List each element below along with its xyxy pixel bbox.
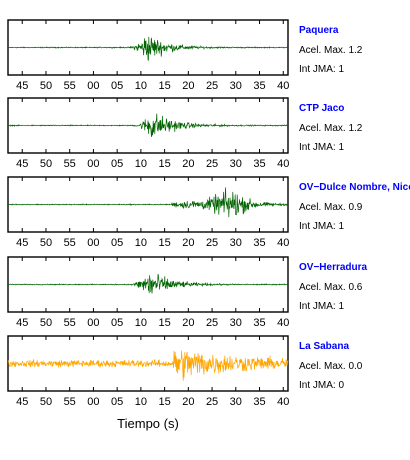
x-tick-label: 10 [135,396,147,408]
x-tick-label: 15 [158,317,170,329]
x-tick-label: 15 [158,396,170,408]
x-tick-label: 10 [135,80,147,92]
station-name: Paquera [299,25,339,36]
x-tick-label: 55 [64,158,76,170]
x-tick-label: 05 [111,237,123,249]
waveform-line-4 [7,350,289,381]
waveform-line-2 [7,187,289,218]
station-name: CTP Jaco [299,103,344,114]
x-tick-label: 50 [40,158,52,170]
x-tick-label: 25 [206,80,218,92]
station-name: La Sabana [299,341,349,352]
x-tick-label: 30 [230,237,242,249]
x-tick-label: 15 [158,158,170,170]
station-name: OV−Dulce Nombre, Nicoya [299,182,410,193]
panel-frame-0 [7,19,289,76]
jma-intensity-label: Int JMA: 1 [299,142,344,153]
x-tick-label: 25 [206,317,218,329]
x-tick-label: 45 [16,396,28,408]
x-tick-label: 35 [253,317,265,329]
x-tick-label: 45 [16,237,28,249]
x-tick-label: 25 [206,396,218,408]
x-tick-label: 10 [135,237,147,249]
x-tick-label: 45 [16,317,28,329]
x-tick-label: 00 [87,237,99,249]
x-axis-title: Tiempo (s) [117,416,179,431]
x-tick-label: 35 [253,237,265,249]
x-tick-label: 35 [253,80,265,92]
x-tick-label: 55 [64,396,76,408]
x-tick-label: 30 [230,396,242,408]
station-name: OV−Herradura [299,262,368,273]
panel-frame-4 [7,335,289,392]
panel-frame-1 [7,97,289,154]
x-tick-label: 20 [182,317,194,329]
x-tick-label: 50 [40,396,52,408]
x-tick-label: 20 [182,158,194,170]
x-tick-label: 40 [277,158,289,170]
x-tick-label: 50 [40,237,52,249]
waveform-line-1 [7,113,289,137]
max-accel-label: Acel. Max. 1.2 [299,123,363,134]
x-tick-label: 15 [158,80,170,92]
x-tick-label: 25 [206,158,218,170]
x-tick-label: 30 [230,317,242,329]
max-accel-label: Acel. Max. 1.2 [299,45,363,56]
x-tick-label: 10 [135,317,147,329]
max-accel-label: Acel. Max. 0.6 [299,282,363,293]
x-tick-label: 30 [230,158,242,170]
x-tick-label: 05 [111,158,123,170]
x-tick-label: 15 [158,237,170,249]
x-tick-label: 40 [277,80,289,92]
x-tick-label: 55 [64,80,76,92]
x-tick-label: 55 [64,237,76,249]
x-tick-label: 05 [111,396,123,408]
x-tick-label: 20 [182,237,194,249]
jma-intensity-label: Int JMA: 0 [299,380,344,391]
x-tick-label: 00 [87,396,99,408]
waveform-line-0 [7,36,289,61]
x-tick-label: 35 [253,396,265,408]
x-tick-label: 45 [16,80,28,92]
max-accel-label: Acel. Max. 0.0 [299,361,363,372]
jma-intensity-label: Int JMA: 1 [299,221,344,232]
waveform-line-3 [7,273,289,294]
x-tick-label: 00 [87,317,99,329]
x-tick-label: 40 [277,317,289,329]
x-tick-label: 45 [16,158,28,170]
x-tick-label: 40 [277,237,289,249]
x-tick-label: 20 [182,396,194,408]
max-accel-label: Acel. Max. 0.9 [299,202,363,213]
jma-intensity-label: Int JMA: 1 [299,64,344,75]
x-tick-label: 40 [277,396,289,408]
x-tick-label: 10 [135,158,147,170]
x-tick-label: 25 [206,237,218,249]
x-tick-label: 05 [111,80,123,92]
x-tick-label: 00 [87,80,99,92]
x-tick-label: 50 [40,317,52,329]
x-tick-label: 55 [64,317,76,329]
jma-intensity-label: Int JMA: 1 [299,301,344,312]
x-tick-label: 00 [87,158,99,170]
x-tick-label: 35 [253,158,265,170]
x-tick-label: 50 [40,80,52,92]
x-tick-label: 05 [111,317,123,329]
x-tick-label: 30 [230,80,242,92]
x-tick-label: 20 [182,80,194,92]
